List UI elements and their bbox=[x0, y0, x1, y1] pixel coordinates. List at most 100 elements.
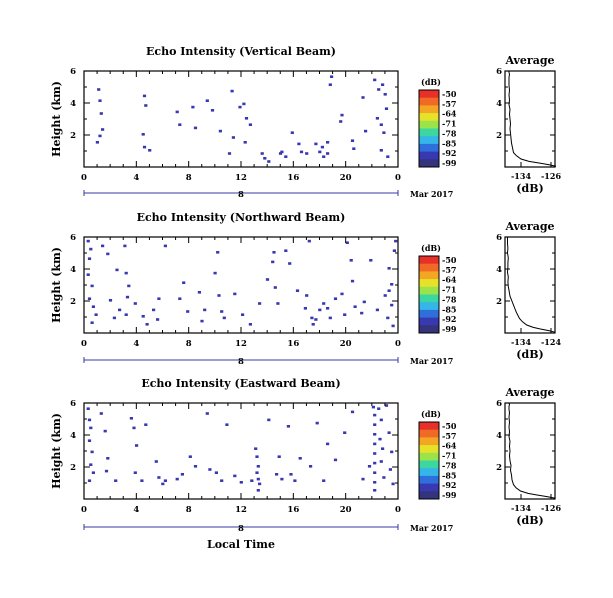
echo-cell bbox=[203, 308, 207, 312]
x-tick-label: 20 bbox=[340, 339, 352, 349]
x-tick-label: 4 bbox=[133, 173, 139, 183]
x-tick-label: 8 bbox=[186, 173, 192, 183]
echo-cell bbox=[152, 308, 156, 312]
echo-cell bbox=[112, 316, 116, 320]
echo-cell bbox=[129, 417, 133, 420]
heatmap-panel-3: Echo Intensity (Eastward Beam) 0 4 8 12 16 20 0… bbox=[50, 377, 457, 551]
date-month-label: Mar 2017 bbox=[410, 523, 453, 533]
echo-cell bbox=[230, 89, 234, 93]
colorbar-label: -85 bbox=[442, 138, 456, 148]
echo-cell bbox=[353, 305, 357, 308]
echo-cell bbox=[182, 281, 186, 284]
echo-cell bbox=[191, 105, 195, 109]
echo-cell bbox=[127, 284, 131, 288]
echo-cell bbox=[220, 310, 224, 313]
echo-cell bbox=[272, 251, 276, 254]
echo-cell bbox=[328, 316, 332, 320]
echo-cell bbox=[256, 489, 260, 492]
echo-cell bbox=[387, 289, 391, 292]
colorbar-label: -64 bbox=[442, 441, 457, 451]
echo-cell bbox=[87, 479, 92, 482]
profile-y-tick-label: 4 bbox=[496, 99, 502, 109]
echo-cell bbox=[233, 292, 237, 296]
profile-x-tick-label: -134 bbox=[511, 337, 531, 347]
heatmap-title: Echo Intensity (Vertical Beam) bbox=[146, 45, 336, 58]
echo-cell bbox=[101, 128, 105, 131]
colorbar-label: -71 bbox=[442, 451, 456, 461]
echo-cell bbox=[290, 131, 294, 134]
echo-cell bbox=[371, 405, 375, 409]
x-tick-label: 12 bbox=[235, 173, 247, 183]
date-day-label: 8 bbox=[238, 357, 244, 367]
echo-cell bbox=[123, 244, 127, 248]
x-tick-label: 16 bbox=[287, 339, 299, 349]
profile-line bbox=[508, 71, 557, 167]
x-tick-label: 0 bbox=[81, 173, 87, 183]
echo-cell bbox=[305, 294, 309, 297]
echo-cell bbox=[373, 489, 377, 492]
echo-cell bbox=[386, 316, 390, 320]
echo-cell bbox=[295, 289, 300, 292]
echo-cell bbox=[390, 303, 394, 307]
echo-cell bbox=[386, 155, 390, 158]
colorbar-label: -78 bbox=[442, 460, 457, 470]
echo-cell bbox=[387, 431, 391, 434]
x-tick-label: 0 bbox=[395, 505, 401, 515]
echo-cell bbox=[293, 479, 297, 482]
echo-cell bbox=[275, 473, 279, 476]
echo-cell bbox=[381, 447, 385, 450]
echo-cell bbox=[208, 468, 212, 471]
colorbar-label: -50 bbox=[442, 255, 457, 265]
echo-cell bbox=[289, 473, 293, 476]
colorbar-label: -92 bbox=[442, 480, 456, 490]
echo-cell bbox=[263, 157, 267, 160]
colorbar-swatch bbox=[419, 143, 439, 153]
echo-cell bbox=[303, 307, 307, 310]
echo-cell bbox=[322, 302, 326, 305]
x-tick-label: 0 bbox=[395, 339, 401, 349]
echo-cell bbox=[140, 479, 144, 482]
x-tick-label: 16 bbox=[287, 505, 299, 515]
echo-cell bbox=[156, 318, 160, 321]
echo-cell bbox=[86, 273, 90, 276]
echo-cell bbox=[278, 152, 283, 155]
echo-cell bbox=[87, 257, 92, 260]
colorbar-label: -64 bbox=[442, 109, 457, 119]
echo-cell bbox=[98, 134, 102, 138]
echo-cell bbox=[390, 283, 394, 286]
echo-cell bbox=[145, 323, 149, 326]
y-tick-label: 2 bbox=[70, 131, 76, 141]
echo-cell bbox=[340, 292, 344, 296]
echo-cell bbox=[280, 150, 284, 154]
echo-cell bbox=[379, 123, 383, 126]
colorbar-swatch bbox=[419, 105, 439, 114]
profile-y-tick-label: 6 bbox=[496, 67, 502, 77]
echo-cell bbox=[220, 479, 224, 482]
echo-cell bbox=[186, 310, 190, 313]
echo-cell bbox=[273, 286, 277, 289]
colorbar-swatch bbox=[419, 302, 439, 311]
echo-cell bbox=[394, 239, 398, 243]
echo-cell bbox=[95, 141, 99, 144]
echo-cell bbox=[106, 252, 110, 256]
echo-cell bbox=[256, 477, 260, 481]
colorbar-label: -92 bbox=[442, 314, 456, 324]
x-tick-label: 4 bbox=[133, 339, 139, 349]
x-tick-label: 16 bbox=[287, 173, 299, 183]
echo-cell bbox=[141, 133, 145, 136]
echo-cell bbox=[248, 323, 252, 326]
profile-x-tick-label: -124 bbox=[541, 337, 561, 347]
colorbar-label: -64 bbox=[442, 275, 457, 285]
echo-cell bbox=[144, 104, 148, 107]
echo-cell bbox=[326, 152, 330, 155]
echo-cell bbox=[373, 433, 377, 436]
colorbar-unit: (dB) bbox=[421, 409, 441, 419]
echo-cell bbox=[254, 447, 258, 450]
echo-cell bbox=[391, 324, 395, 328]
echo-cell bbox=[135, 444, 139, 447]
echo-cell bbox=[148, 149, 152, 152]
y-axis-label: Height (km) bbox=[50, 413, 63, 489]
echo-cell bbox=[118, 308, 122, 312]
profile-title: Average bbox=[504, 386, 554, 399]
